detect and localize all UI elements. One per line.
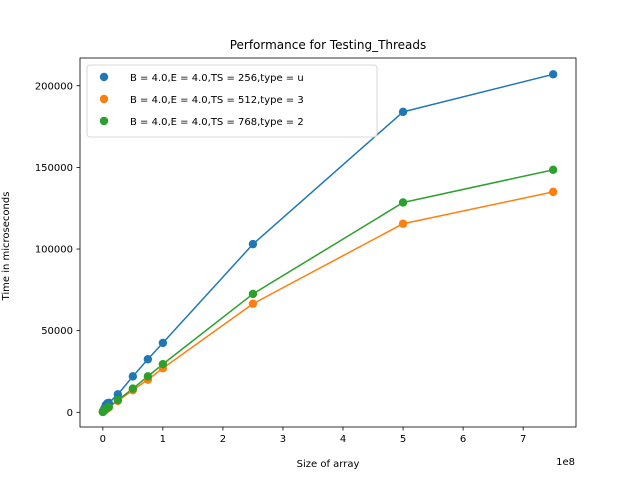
data-point-0-12 [398,107,408,117]
data-point-1-13 [548,187,558,197]
legend-marker-0 [99,72,109,82]
data-point-2-10 [158,359,168,369]
axes: 0 1 2 3 4 5 6 7 0 50000 100000 150000 200000 [35,57,577,445]
y-tick-label-0: 0 [67,408,73,419]
legend-label-0: B = 4.0,E = 4.0,TS = 256,type = u [130,73,304,84]
data-point-2-8 [128,384,138,393]
y-axis-label: Time in microseconds [1,192,12,302]
legend-label-2: B = 4.0,E = 4.0,TS = 768,type = 2 [130,117,304,128]
data-point-2-7 [113,395,123,405]
x-axis-offset-label: 1e8 [556,457,575,468]
data-point-2-9 [143,372,153,381]
data-point-2-11 [248,289,258,299]
legend: B = 4.0,E = 4.0,TS = 256,type = u B = 4.0… [86,64,378,138]
x-tick-label-4: 4 [340,434,346,445]
x-tick-label-3: 3 [280,434,286,445]
y-tick-label-1: 50000 [41,326,73,337]
legend-label-1: B = 4.0,E = 4.0,TS = 512,type = 3 [130,95,304,106]
x-tick-label-5: 5 [400,434,406,445]
data-point-2-12 [398,198,408,207]
plot-frame [79,57,577,428]
data-point-0-11 [248,239,258,249]
x-axis-label: Size of array [297,459,360,470]
data-point-0-8 [128,372,138,381]
y-tick-label-4: 200000 [35,81,73,92]
plot-content [98,70,558,417]
legend-marker-1 [99,94,109,104]
y-tick-label-3: 150000 [35,163,73,174]
data-point-0-9 [143,355,153,364]
data-point-0-13 [548,70,558,79]
y-tick-label-2: 100000 [35,245,73,256]
data-point-2-6 [104,402,114,412]
legend-box [86,64,378,138]
legend-marker-2 [99,116,109,126]
x-tick-label-2: 2 [220,434,226,445]
x-tick-label-6: 6 [460,434,466,445]
chart-title: Performance for Testing_Threads [230,38,427,52]
data-point-1-11 [248,299,258,308]
data-point-2-13 [548,165,558,175]
x-tick-label-0: 0 [100,434,106,445]
x-tick-label-1: 1 [160,434,166,445]
data-point-0-10 [158,338,168,348]
x-tick-label-7: 7 [520,434,526,445]
data-point-1-12 [398,219,408,228]
